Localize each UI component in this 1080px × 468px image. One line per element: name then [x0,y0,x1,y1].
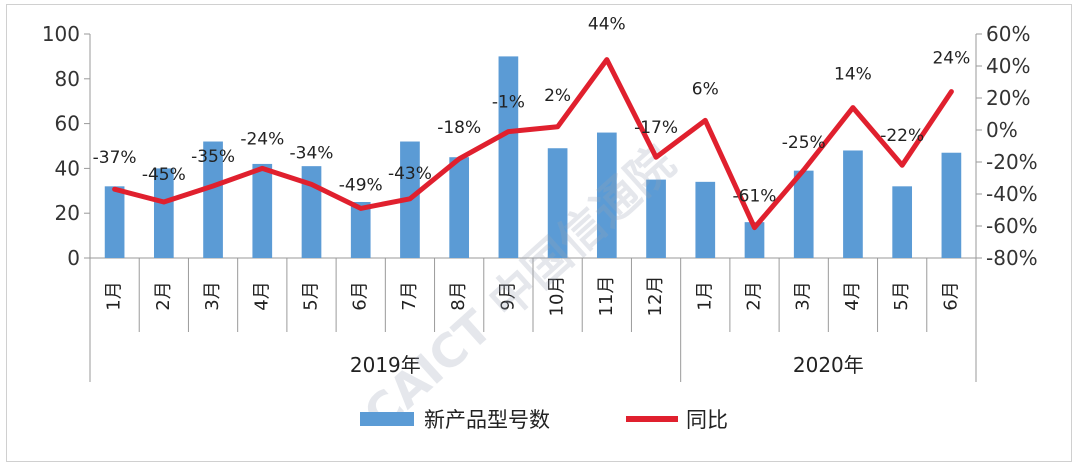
category-label: 12月 [645,276,666,317]
bar [350,202,371,258]
yoy-data-label: -25% [782,133,826,153]
legend-label-line: 同比 [686,408,728,432]
category-label: 3月 [202,281,223,310]
category-label: 10月 [547,276,568,317]
yoy-line [112,57,954,231]
bar [203,141,223,258]
bar [498,56,519,259]
category-label: 1月 [694,281,715,310]
yoy-data-label: 44% [588,15,626,35]
left-tick-label: 100 [42,22,80,46]
yoy-data-label: -35% [191,147,235,167]
yoy-data-label: 24% [932,49,970,69]
yoy-data-label: -37% [93,148,137,168]
bar [547,148,568,258]
yoy-data-label: 2% [544,86,571,106]
left-tick-label: 40 [55,156,80,180]
bar [252,163,273,258]
right-tick-label: -80% [986,246,1038,270]
bar [153,168,174,258]
legend-label-bars: 新产品型号数 [424,408,550,432]
left-tick-label: 60 [55,112,80,136]
category-label: 5月 [891,281,912,310]
category-label: 3月 [793,281,814,310]
left-tick-label: 0 [67,246,80,270]
yoy-data-label: -18% [437,118,481,138]
category-label: 2月 [153,281,174,310]
right-tick-label: -40% [986,182,1038,206]
category-label: 9月 [497,281,518,310]
yoy-data-label: -1% [492,93,525,113]
yoy-data-label: -22% [880,126,924,146]
yoy-data-label: -43% [388,164,432,184]
category-label: 4月 [842,281,863,310]
category-label: 6月 [940,281,961,310]
category-label: 11月 [596,276,617,317]
bar [892,186,913,258]
left-tick-label: 20 [55,201,80,225]
bar [695,181,716,258]
bar [941,152,962,258]
right-tick-label: 20% [986,86,1030,110]
bar [646,179,666,258]
yoy-data-label: -17% [634,118,678,138]
yoy-data-label: -34% [290,143,334,163]
year-group-label: 2019年 [350,353,421,377]
category-label: 8月 [448,281,469,310]
bar [793,170,814,258]
legend-swatch-bars [360,412,414,426]
yoy-data-label: -49% [339,175,383,195]
category-label: 6月 [350,281,371,310]
right-tick-label: -20% [986,150,1038,174]
category-label: 4月 [251,281,272,310]
category-label: 2月 [744,281,765,310]
left-tick-label: 80 [55,67,80,91]
right-tick-label: 60% [986,22,1030,46]
yoy-data-label: 14% [834,65,872,85]
category-label: 1月 [104,281,125,310]
bar [843,150,863,258]
bar [744,222,765,258]
right-tick-label: -60% [986,214,1038,238]
bar [596,132,617,258]
bar [449,157,470,258]
yoy-data-label: 6% [692,79,719,99]
category-label: 7月 [399,281,420,310]
yoy-data-label: -45% [142,165,186,185]
year-group-label: 2020年 [793,353,864,377]
right-tick-label: 40% [986,54,1030,78]
bar [104,186,125,258]
yoy-data-label: -61% [733,187,777,207]
right-tick-label: 0% [986,118,1018,142]
yoy-data-label: -24% [240,129,284,149]
category-label: 5月 [301,281,322,310]
